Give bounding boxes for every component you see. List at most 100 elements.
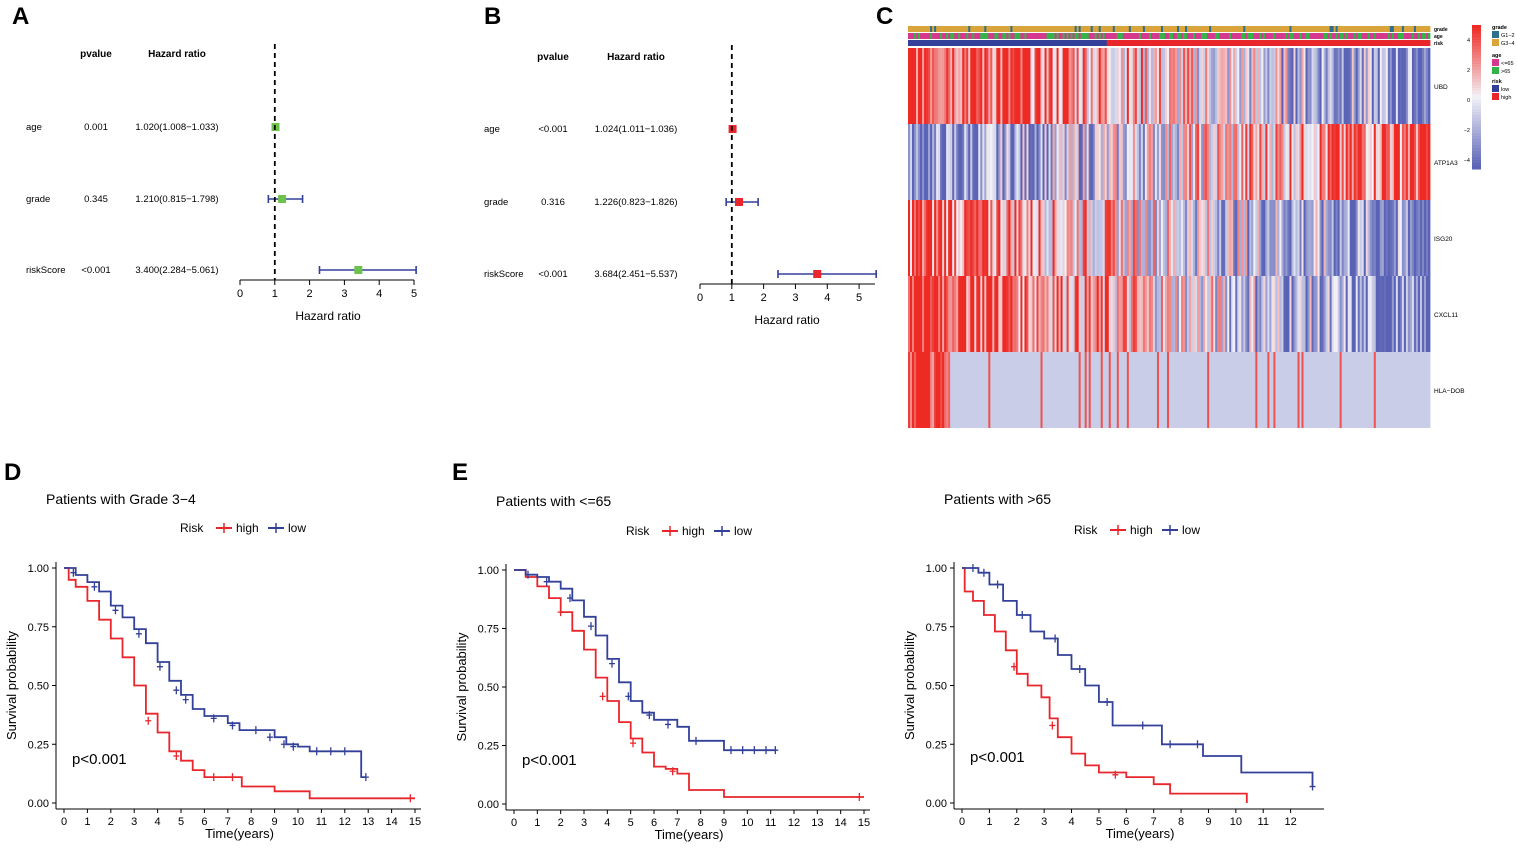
color-scale-step <box>1472 88 1481 92</box>
annotation-cell <box>940 33 943 39</box>
annotation-cell <box>966 26 969 32</box>
x-tick-label: 1 <box>272 288 278 300</box>
heatmap-cell <box>1331 276 1335 352</box>
heatmap-cell <box>1201 276 1204 352</box>
annotation-cell <box>970 40 973 46</box>
annotation-cell <box>1116 33 1120 39</box>
annotation-cell <box>1389 26 1393 32</box>
heatmap-cell <box>1391 200 1395 276</box>
heatmap-cell <box>1339 124 1343 200</box>
row-pvalue: <0.001 <box>538 269 567 280</box>
censor-mark <box>763 746 769 755</box>
annotation-cell <box>934 26 937 32</box>
heatmap-cell <box>918 200 921 276</box>
heatmap-cell <box>1373 200 1377 276</box>
heatmap-cell <box>1193 48 1196 124</box>
legend-item: <=65 <box>1501 61 1514 67</box>
heatmap-cell <box>982 48 985 124</box>
heatmap-cell <box>980 200 983 276</box>
heatmap-cell <box>1012 200 1015 276</box>
heatmap-cell <box>908 352 911 428</box>
heatmap-cell <box>1271 276 1274 352</box>
annotation-cell <box>1381 33 1385 39</box>
heatmap-cell <box>1277 124 1280 200</box>
hazard-ratio-header: Hazard ratio <box>607 52 665 63</box>
heatmap-cell <box>1365 352 1369 428</box>
annotation-cell <box>1203 33 1206 39</box>
annotation-cell <box>1267 40 1270 46</box>
annotation-cell <box>986 26 989 32</box>
heatmap-cell <box>1088 48 1092 124</box>
heatmap-cell <box>1016 48 1019 124</box>
annotation-cell <box>1006 40 1009 46</box>
row-pvalue: <0.001 <box>81 265 110 276</box>
heatmap-cell <box>1309 276 1312 352</box>
censor-mark <box>1104 697 1111 706</box>
annotation-cell <box>1164 33 1168 39</box>
heatmap-cell <box>1112 200 1116 276</box>
heatmap-cell <box>1395 124 1399 200</box>
x-tick-label: 8 <box>248 816 254 828</box>
heatmap-cell <box>1197 48 1200 124</box>
heatmap-cell <box>940 124 943 200</box>
annotation-cell <box>916 26 919 32</box>
heatmap-cell <box>1112 276 1116 352</box>
annotation-cell <box>1347 26 1351 32</box>
annotation-cell <box>1325 33 1329 39</box>
heatmap-cell <box>994 276 997 352</box>
heatmap-cell <box>1120 124 1124 200</box>
heatmap-cell <box>1355 200 1359 276</box>
heatmap-cell <box>1225 352 1228 428</box>
annotation-cell <box>1078 40 1082 46</box>
color-scale-step <box>1472 154 1481 158</box>
annotation-cell <box>1227 40 1230 46</box>
heatmap-cell <box>930 48 933 124</box>
annotation-cell <box>1221 33 1224 39</box>
heatmap-cell <box>1407 276 1411 352</box>
heatmap-cell <box>1355 124 1359 200</box>
censor-mark <box>229 773 236 782</box>
heatmap-cell <box>1371 352 1375 428</box>
heatmap-cell <box>1417 352 1421 428</box>
annotation-cell <box>1020 26 1023 32</box>
heatmap-cell <box>924 200 927 276</box>
heatmap-cell <box>1263 48 1266 124</box>
heatmap-cell <box>1066 48 1070 124</box>
heatmap-cell <box>978 352 981 428</box>
annotation-cell <box>940 40 943 46</box>
annotation-cell <box>1034 40 1037 46</box>
heatmap-cell <box>1405 124 1409 200</box>
annotation-cell <box>1187 26 1190 32</box>
heatmap-cell <box>1321 352 1324 428</box>
annotation-cell <box>1255 33 1258 39</box>
annotation-cell <box>1054 26 1057 32</box>
legend-swatch <box>1492 59 1499 66</box>
annotation-cell <box>1239 26 1242 32</box>
annotation-cell <box>1293 26 1296 32</box>
heatmap-cell <box>1383 352 1387 428</box>
heatmap-cell <box>1415 124 1419 200</box>
heatmap-cell <box>1363 48 1367 124</box>
heatmap-cell <box>1349 48 1353 124</box>
censor-mark <box>1139 721 1146 730</box>
heatmap-cell <box>1181 200 1184 276</box>
annotation-cell <box>1018 26 1021 32</box>
heatmap-cell <box>1411 48 1415 124</box>
heatmap-cell <box>994 200 997 276</box>
annotation-cell <box>1289 33 1292 39</box>
heatmap-cell <box>1307 48 1310 124</box>
x-tick-label: 6 <box>1123 816 1129 828</box>
heatmap-cell <box>1082 352 1086 428</box>
annotation-cell <box>1068 33 1072 39</box>
annotation-cell <box>1177 26 1180 32</box>
heatmap-cell <box>1333 276 1337 352</box>
heatmap-cell <box>1158 48 1162 124</box>
heatmap-cell <box>1245 48 1248 124</box>
heatmap-cell <box>1058 200 1061 276</box>
y-tick-label: 1.00 <box>28 563 49 575</box>
annotation-cell <box>1201 33 1204 39</box>
legend-title: age <box>1492 53 1501 59</box>
heatmap-cell <box>1181 276 1184 352</box>
annotation-cell <box>1199 26 1202 32</box>
